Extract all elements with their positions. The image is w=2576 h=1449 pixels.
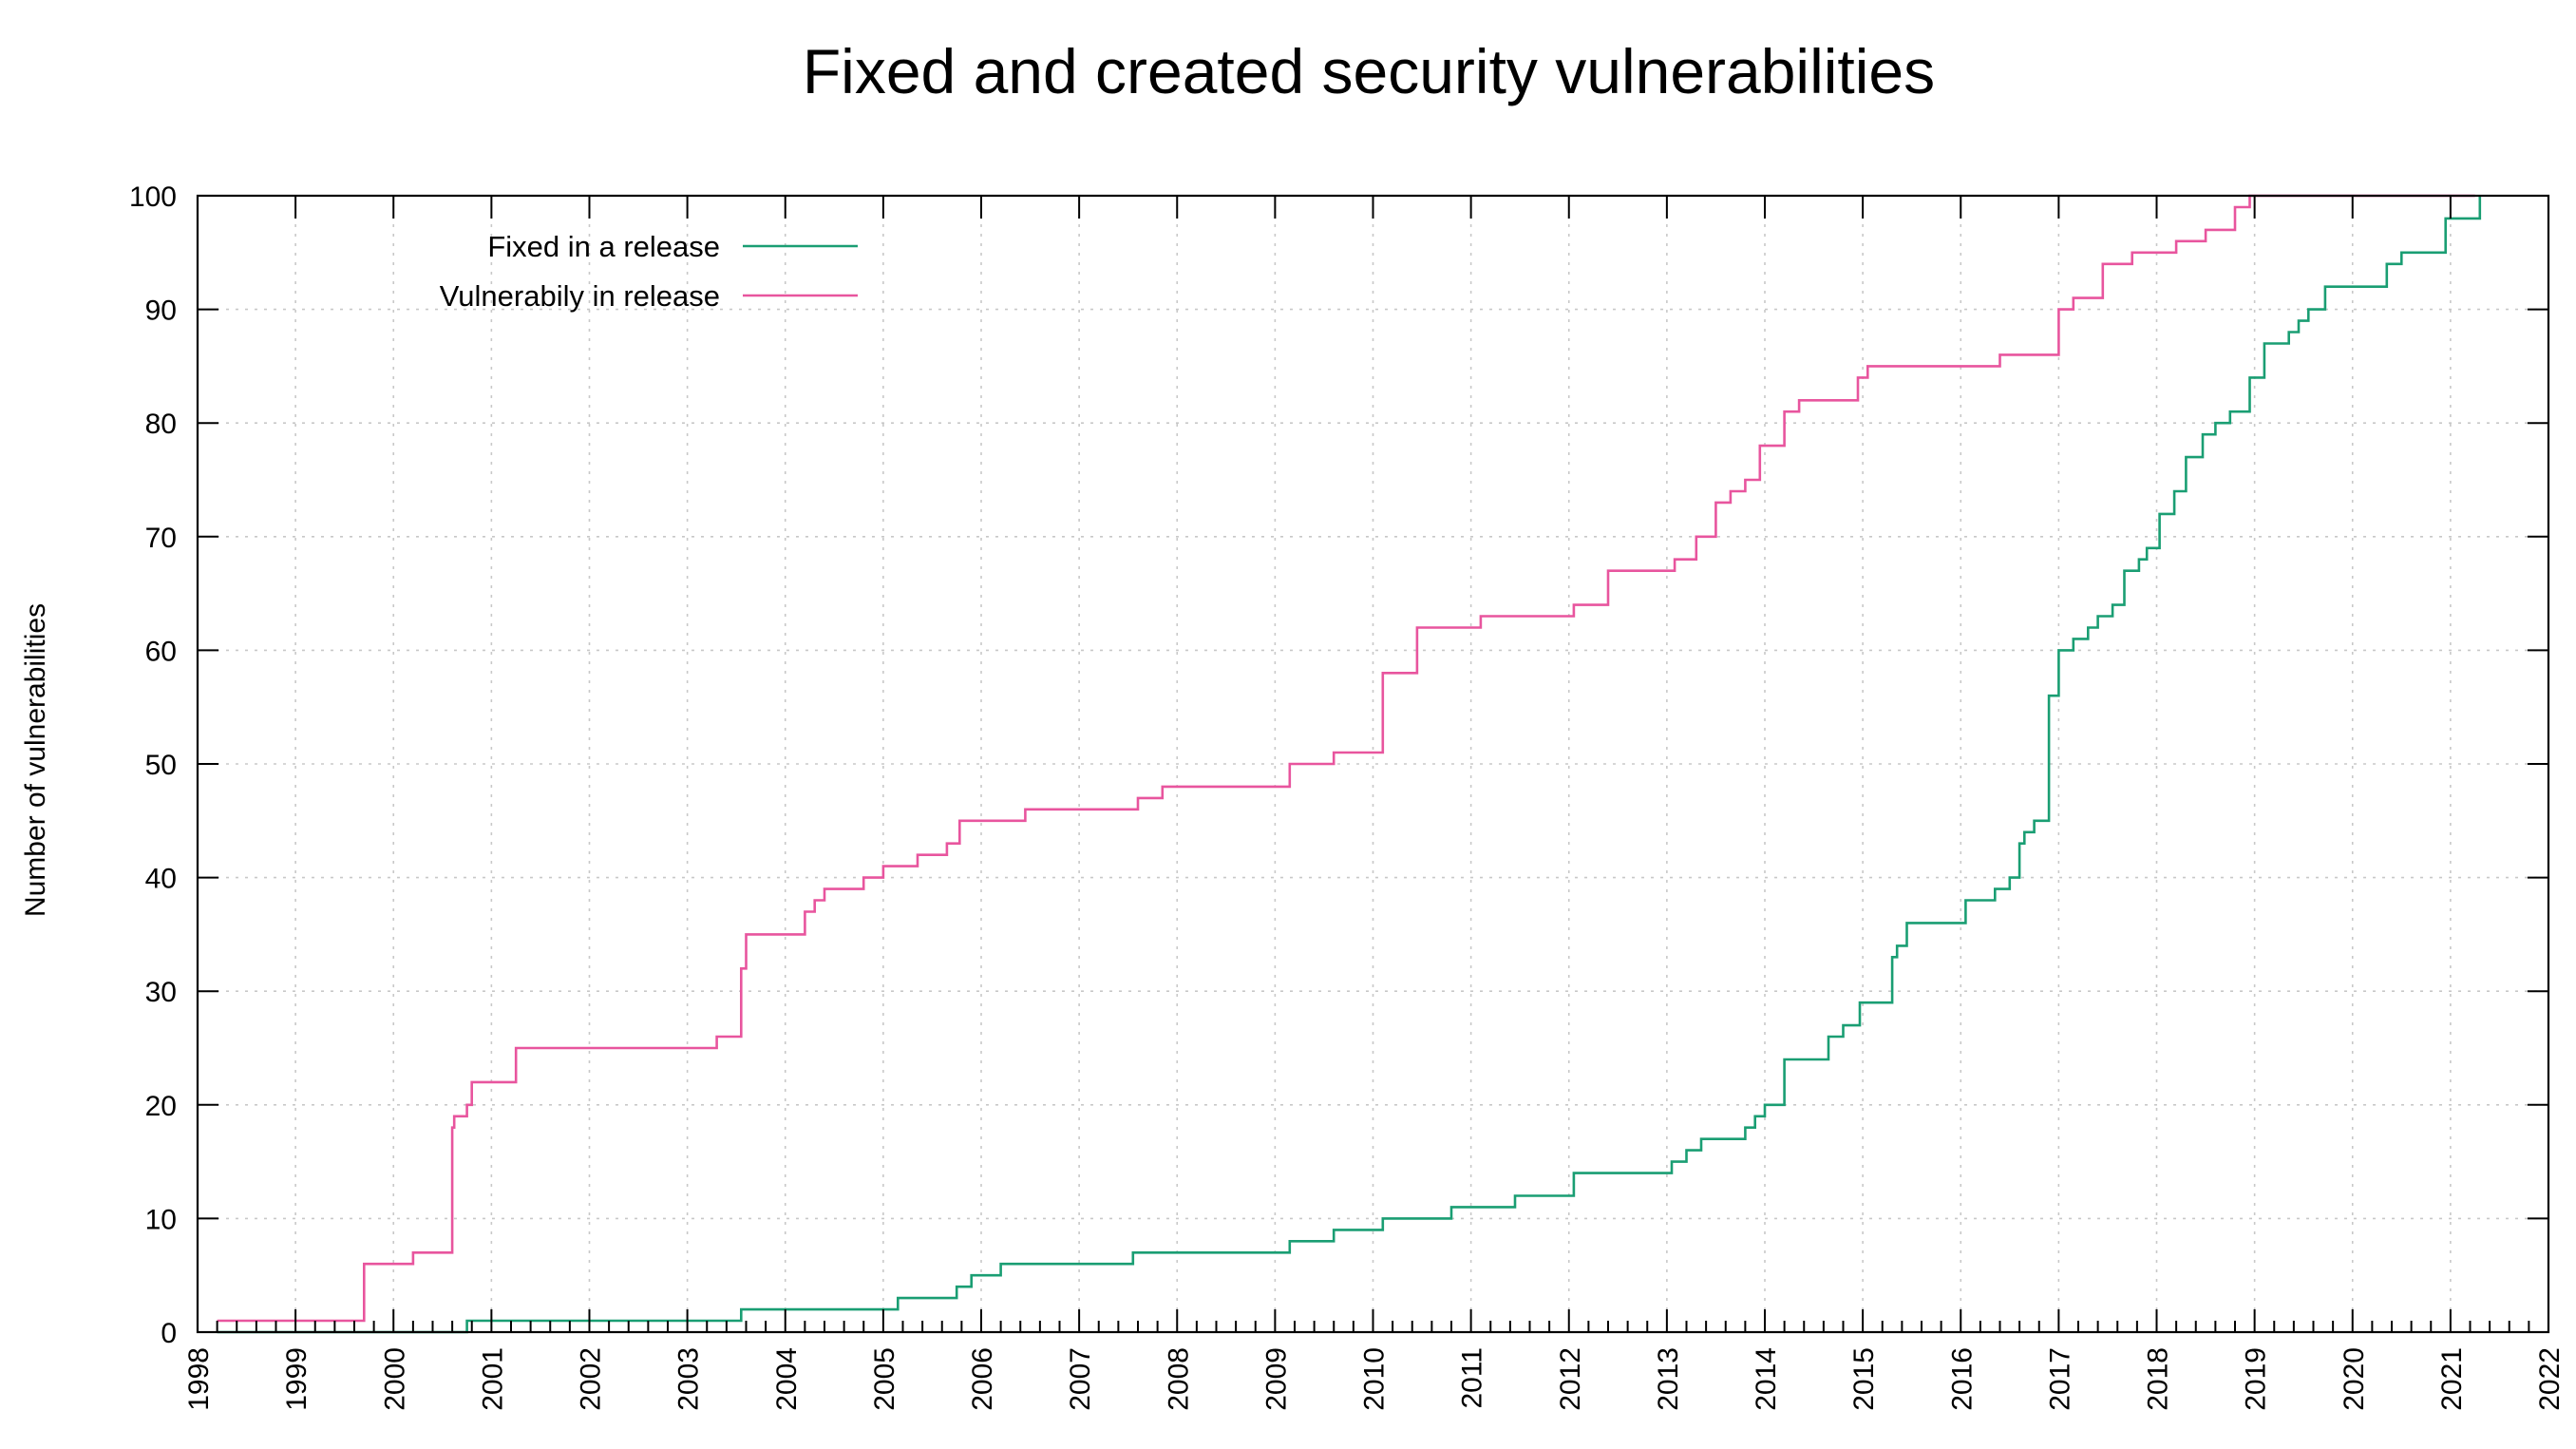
- x-tick-labels: 1998 1999 2000 2001 2002 2003 2004 2005 2006 2007…: [183, 1347, 2566, 1411]
- x-tick-label: 2002: [576, 1347, 607, 1411]
- y-tick-label: 70: [145, 523, 177, 554]
- x-tick-label: 2017: [2044, 1347, 2075, 1411]
- x-tick-label: 2020: [2339, 1347, 2370, 1411]
- y-tick-label: 60: [145, 636, 177, 667]
- x-tick-label: 2013: [1653, 1347, 1684, 1411]
- x-tick-label: 1998: [183, 1347, 215, 1411]
- tick-layer: [197, 195, 2549, 1333]
- x-tick-label: 2004: [771, 1347, 803, 1411]
- x-tick-label: 2008: [1163, 1347, 1194, 1411]
- series-line-fixed: [217, 196, 2482, 1334]
- x-tick-label: 2016: [1946, 1347, 1978, 1411]
- grid-layer: [198, 196, 2548, 1332]
- y-tick-label: 40: [145, 864, 177, 895]
- y-tick-label: 80: [145, 409, 177, 440]
- x-tick-label: 2001: [477, 1347, 508, 1411]
- x-tick-label: 2007: [1065, 1347, 1096, 1411]
- x-tick-label: 2015: [1848, 1347, 1880, 1411]
- series-line-vulnerable: [217, 194, 2475, 1323]
- x-tick-label: 2009: [1260, 1347, 1292, 1411]
- y-tick-label: 30: [145, 977, 177, 1008]
- x-tick-label: 2005: [869, 1347, 900, 1411]
- y-tick-label: 20: [145, 1091, 177, 1122]
- x-tick-label: 2006: [967, 1347, 998, 1411]
- legend-label: Vulnerabily in release: [440, 279, 720, 313]
- y-tick-labels: 0 10 20 30 40 50 60 70 80 90 100: [129, 181, 177, 1349]
- y-axis-title: Number of vulnerabilities: [20, 603, 51, 917]
- x-tick-label: 2012: [1555, 1347, 1586, 1411]
- x-tick-label: 2022: [2534, 1347, 2566, 1411]
- x-tick-label: 2011: [1457, 1347, 1488, 1409]
- x-tick-label: 2018: [2143, 1347, 2174, 1411]
- x-tick-label: 2014: [1751, 1347, 1782, 1411]
- series-layer: [217, 194, 2482, 1334]
- y-tick-label: 100: [129, 181, 177, 213]
- x-tick-label: 2003: [673, 1347, 705, 1411]
- chart-title: Fixed and created security vulnerabiliti…: [803, 36, 1935, 106]
- y-tick-label: 90: [145, 296, 177, 327]
- x-tick-label: 1999: [281, 1347, 313, 1411]
- x-tick-label: 2021: [2436, 1347, 2468, 1411]
- y-tick-label: 50: [145, 750, 177, 781]
- y-tick-label: 10: [145, 1204, 177, 1235]
- x-tick-label: 2019: [2241, 1347, 2272, 1411]
- legend: Fixed in a release Vulnerabily in release: [440, 230, 858, 313]
- x-tick-label: 2000: [379, 1347, 410, 1411]
- x-tick-label: 2010: [1359, 1347, 1391, 1411]
- legend-label: Fixed in a release: [487, 230, 720, 263]
- y-tick-label: 0: [161, 1318, 177, 1349]
